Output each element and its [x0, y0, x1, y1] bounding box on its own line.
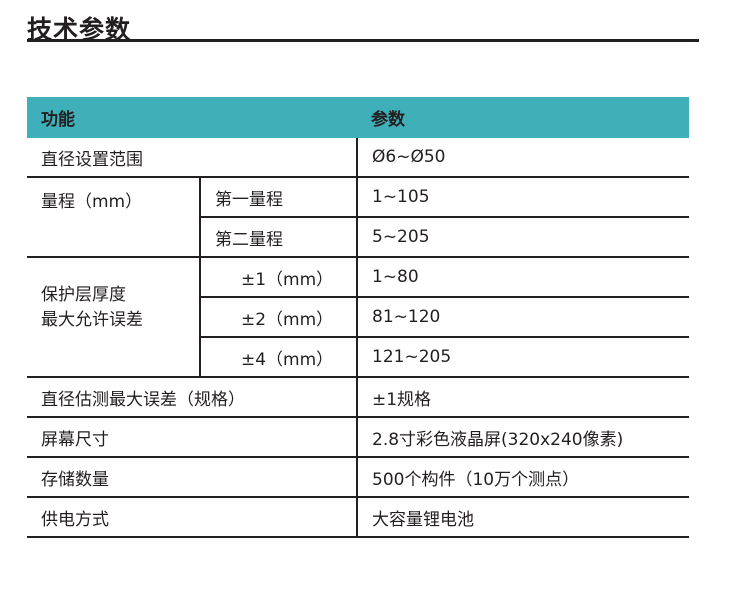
row-value: ±1规格 — [357, 377, 689, 418]
table-row: 供电方式 大容量锂电池 — [27, 497, 689, 538]
row-label: 直径估测最大误差（规格） — [27, 377, 358, 418]
table-row: 直径设置范围 Ø6~Ø50 — [27, 138, 689, 178]
table-row: 量程（mm） 第一量程 1~105 — [27, 177, 689, 258]
table-header: 功能 参数 — [27, 97, 689, 138]
row-value: 2.8寸彩色液晶屏(320x240像素) — [357, 417, 689, 458]
row-value: 大容量锂电池 — [357, 497, 689, 538]
row-value: 121~205 — [357, 337, 689, 378]
sub-label: 第二量程 — [200, 217, 358, 258]
row-label: 保护层厚度 最大允许误差 — [27, 257, 201, 378]
title-underline — [27, 39, 699, 42]
label-line: 最大允许误差 — [41, 310, 143, 330]
table-row: 屏幕尺寸 2.8寸彩色液晶屏(320x240像素) — [27, 417, 689, 458]
sub-label: ±1（mm） — [200, 257, 358, 298]
header-function: 功能 — [27, 97, 357, 138]
table-row: 第二量程 5~205 — [27, 217, 689, 258]
row-value: 1~105 — [357, 177, 689, 218]
table-row: 存储数量 500个构件（10万个测点） — [27, 457, 689, 498]
row-label: 屏幕尺寸 — [27, 417, 358, 458]
sub-label: ±2（mm） — [200, 297, 358, 338]
spec-table: 功能 参数 直径设置范围 Ø6~Ø50 量程（mm） 第一量程 1~105 第二… — [27, 97, 689, 538]
row-value: 500个构件（10万个测点） — [357, 457, 689, 498]
header-params: 参数 — [357, 97, 689, 138]
row-label: 存储数量 — [27, 457, 358, 498]
table-row: ±2（mm） 81~120 — [27, 297, 689, 338]
row-value: 1~80 — [357, 257, 689, 298]
row-value: 5~205 — [357, 217, 689, 258]
table-row: ±4（mm） 121~205 — [27, 337, 689, 378]
row-label: 供电方式 — [27, 497, 358, 538]
row-value: Ø6~Ø50 — [357, 138, 689, 178]
row-label: 直径设置范围 — [27, 138, 358, 178]
row-label: 量程（mm） — [27, 177, 201, 258]
table-row: 保护层厚度 最大允许误差 ±1（mm） 1~80 — [27, 257, 689, 378]
table-row: 直径估测最大误差（规格） ±1规格 — [27, 377, 689, 418]
label-line: 保护层厚度 — [41, 285, 126, 305]
sub-label: 第一量程 — [200, 177, 358, 218]
sub-label: ±4（mm） — [200, 337, 358, 378]
row-value: 81~120 — [357, 297, 689, 338]
